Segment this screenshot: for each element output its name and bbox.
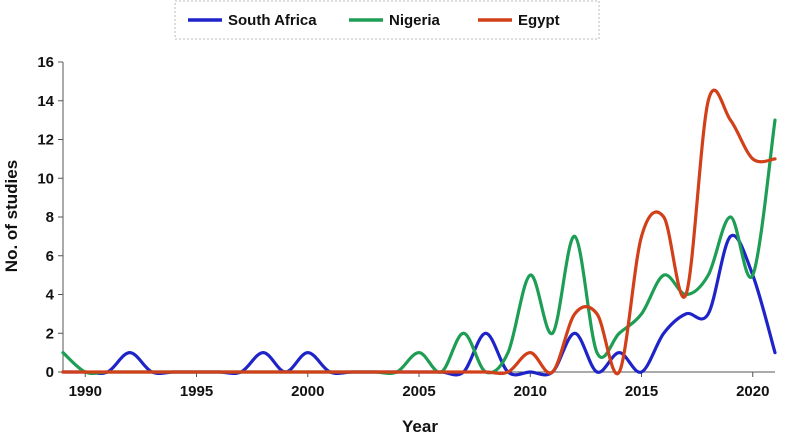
x-tick-label: 2020	[736, 383, 769, 400]
legend-label-south-africa: South Africa	[228, 12, 317, 29]
legend-label-egypt: Egypt	[518, 12, 560, 29]
series-layer	[61, 88, 777, 377]
series-line-nigeria	[61, 118, 777, 376]
series-line-egypt	[61, 88, 777, 376]
y-tick-label: 6	[46, 248, 54, 265]
legend: South Africa Nigeria Egypt	[174, 0, 600, 40]
x-axis-title: Year	[402, 417, 438, 436]
y-tick-label: 10	[37, 170, 54, 187]
x-tick-label: 2005	[402, 383, 435, 400]
y-tick-label: 0	[46, 364, 54, 381]
y-tick-label: 14	[37, 93, 54, 110]
y-tick-label: 12	[37, 132, 54, 149]
y-axis-title: No. of studies	[2, 160, 21, 272]
legend-label-nigeria: Nigeria	[389, 12, 441, 29]
x-tick-label: 1990	[69, 383, 102, 400]
axes: 0 2 4 6 8 10 12 14 16 1990 1995 2000 2005 2010 2015 202…	[37, 54, 775, 400]
y-tick-label: 8	[46, 209, 54, 226]
x-tick-label: 2015	[625, 383, 658, 400]
y-tick-label: 4	[46, 287, 55, 304]
x-tick-label: 1995	[180, 383, 213, 400]
x-tick-label: 2010	[514, 383, 547, 400]
x-tick-label: 2000	[291, 383, 324, 400]
y-tick-label: 2	[46, 325, 54, 342]
y-tick-label: 16	[37, 54, 54, 71]
